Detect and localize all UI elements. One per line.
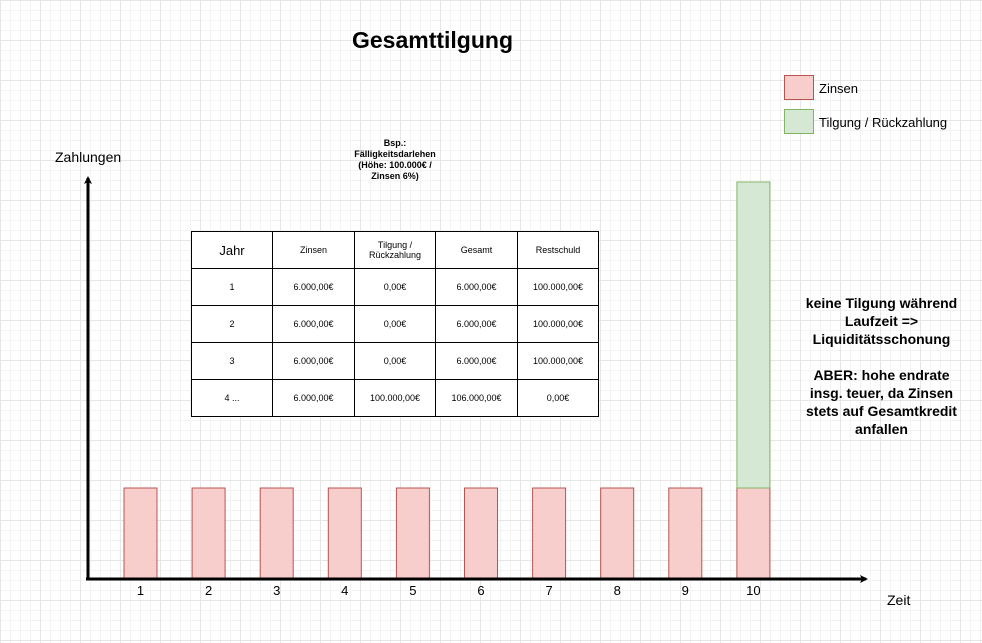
table-cell: 6.000,00€ [435,342,518,380]
amortization-table: Jahr Zinsen Tilgung / Rückzahlung Gesamt… [191,231,599,417]
bar-zinsen-6 [464,487,498,580]
table-cell: 100.000,00€ [354,379,436,417]
example-note-line: (Höhe: 100.000€ / [358,160,432,170]
table-cell: 0,00€ [354,305,436,343]
table-cell: 6.000,00€ [272,268,355,306]
bar-zinsen-1 [123,487,158,580]
y-axis-label: Zahlungen [55,149,122,165]
table-cell: 0,00€ [354,342,436,380]
table-cell: 0,00€ [517,379,599,417]
table-header-cell: Jahr [191,231,273,269]
x-tick-label: 4 [341,583,349,598]
table-cell: 4 ... [191,379,273,417]
legend-label-zinsen: Zinsen [819,81,859,96]
info-line: anfallen [855,421,908,437]
legend-label-tilgung: Tilgung / Rückzahlung [819,115,948,130]
table-row: 4 ... 6.000,00€ 100.000,00€ 106.000,00€ … [191,379,599,417]
table-row: 1 6.000,00€ 0,00€ 6.000,00€ 100.000,00€ [191,268,599,306]
info-line: insg. teuer, da Zinsen [809,385,954,401]
table-header-cell: Restschuld [517,231,599,269]
bar-zinsen-2 [191,487,226,580]
table-cell: 100.000,00€ [517,342,599,380]
x-tick-label: 2 [204,583,213,598]
x-tick-label: 10 [746,583,761,598]
example-note: Bsp.: Fälligkeitsdarlehen (Höhe: 100.000… [340,138,450,182]
table-cell: 6.000,00€ [272,379,355,417]
table-cell: 106.000,00€ [435,379,518,417]
x-axis-label: Zeit [887,592,911,608]
table-header-cell: Gesamt [435,231,518,269]
info-line [785,348,978,366]
table-header-cell: Tilgung / Rückzahlung [354,231,436,269]
table-cell: 100.000,00€ [517,305,599,343]
legend-swatch-zinsen [784,75,814,100]
info-line: ABER: hohe endrate [813,367,950,383]
table-cell: 6.000,00€ [435,305,518,343]
info-line: keine Tilgung während [805,295,958,311]
example-note-line: Bsp.: [383,138,407,148]
table-cell: 3 [191,342,273,380]
bar-zinsen-9 [668,487,703,580]
x-tick-label: 1 [136,583,145,598]
x-tick-label: 8 [613,583,621,598]
bar-zinsen-8 [600,487,635,580]
table-cell: 6.000,00€ [272,342,355,380]
table-cell: 0,00€ [354,268,436,306]
legend-swatch-tilgung [784,109,814,134]
x-tick-label: 7 [545,583,553,598]
table-header-row: Jahr Zinsen Tilgung / Rückzahlung Gesamt… [191,231,599,269]
x-tick-label: 9 [681,583,689,598]
x-tick-label: 6 [477,583,485,598]
table-row: 3 6.000,00€ 0,00€ 6.000,00€ 100.000,00€ [191,342,599,380]
bar-zinsen-7 [532,487,567,580]
table-cell: 6.000,00€ [272,305,355,343]
table-cell: 1 [191,268,273,306]
bar-zinsen-3 [259,487,294,580]
table-cell: 2 [191,305,273,343]
bar-zinsen-4 [327,487,362,580]
table-row: 2 6.000,00€ 0,00€ 6.000,00€ 100.000,00€ [191,305,599,343]
info-line: stets auf Gesamtkredit [806,403,957,419]
x-tick-label: 3 [273,583,281,598]
diagram-title: Gesamttilgung [351,27,513,53]
info-text: keine Tilgung während Laufzeit => Liquid… [785,294,978,438]
example-note-line: Zinsen 6%) [371,171,419,181]
x-tick-label: 5 [409,583,417,598]
table-cell: 6.000,00€ [435,268,518,306]
table-header-cell: Zinsen [272,231,355,269]
bar-zinsen-5 [395,487,430,580]
example-note-line: Fälligkeitsdarlehen [354,149,436,159]
info-line: Liquiditätsschonung [812,331,951,347]
info-line: Laufzeit => [844,313,919,329]
bar-tilgung-10 [736,181,771,489]
bar-zinsen-10 [736,487,771,580]
table-cell: 100.000,00€ [517,268,599,306]
